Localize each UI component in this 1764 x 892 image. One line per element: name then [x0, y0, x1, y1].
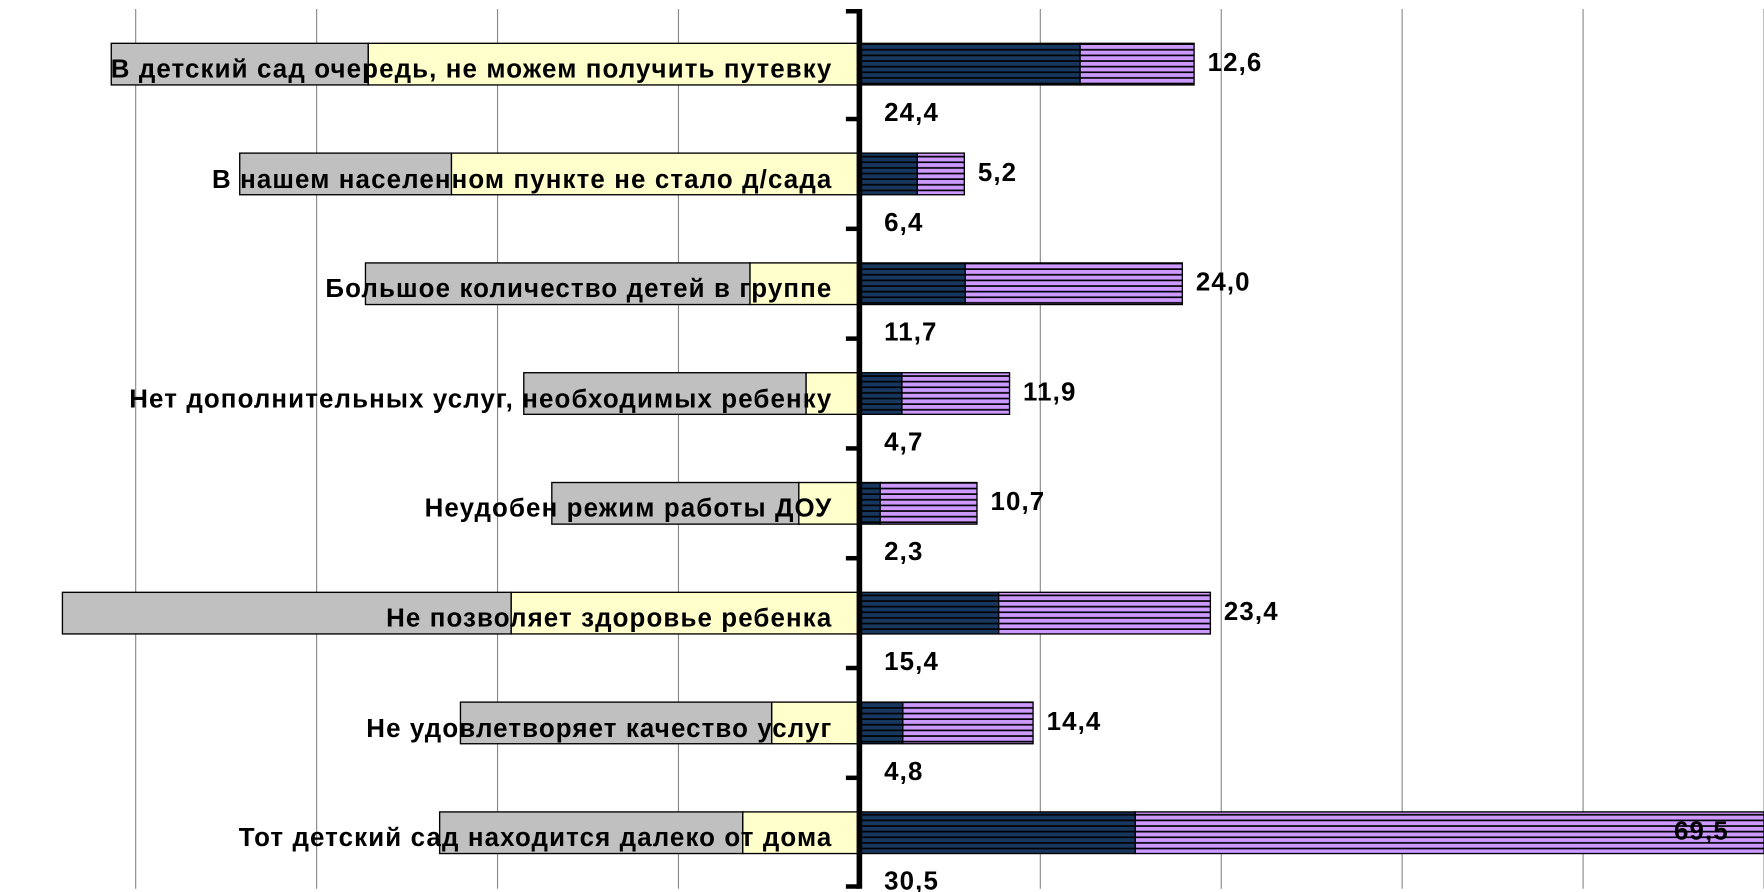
bar-segment — [798, 481, 861, 525]
value-label: 4,8 — [884, 758, 923, 786]
value-label: 14,4 — [1047, 708, 1102, 736]
value-label: 2,3 — [884, 538, 923, 566]
bar-segment — [770, 701, 861, 745]
bar-segment — [742, 811, 861, 855]
value-label: 69,5 — [1674, 818, 1729, 846]
bar-segment — [805, 372, 861, 416]
bar-segment — [551, 481, 800, 525]
bar-segment — [858, 701, 904, 745]
bar-segment — [858, 591, 1000, 635]
bar-segment — [858, 42, 1081, 86]
bar-segment — [510, 591, 861, 635]
value-label: 11,7 — [884, 319, 937, 347]
bar-segment — [916, 152, 965, 196]
bar-segment — [998, 591, 1212, 635]
category-label: В нашем населенном пункте не стало д/сад… — [211, 163, 833, 194]
bar-segment — [1134, 811, 1764, 855]
bar-segment — [858, 372, 903, 416]
bar-segment — [523, 372, 807, 416]
bar-segment — [901, 372, 1011, 416]
bar-segment — [364, 262, 751, 306]
category-label: В детский сад очередь, не можем получить… — [110, 54, 833, 84]
bar-segment — [61, 591, 512, 635]
bar-segment — [858, 811, 1136, 855]
value-label: 15,4 — [884, 648, 939, 676]
value-label: 4,7 — [884, 428, 923, 456]
value-label: 10,7 — [990, 488, 1045, 516]
value-label: 12,6 — [1208, 49, 1263, 77]
bar-segment — [438, 811, 744, 855]
category-label: Не удовлетворяет качество услуг — [366, 712, 833, 743]
value-label: 11,9 — [1023, 378, 1076, 406]
value-label: 23,4 — [1224, 598, 1279, 626]
bar-segment — [858, 152, 918, 196]
value-label: 24,4 — [884, 99, 939, 127]
value-label: 30,5 — [884, 868, 939, 892]
bar-segment — [858, 481, 881, 525]
bar-segment — [1079, 42, 1195, 86]
category-label: Неудобен режим работы ДОУ — [424, 493, 833, 523]
value-label: 5,2 — [978, 159, 1017, 187]
category-label: Нет дополнительных услуг, необходимых ре… — [129, 383, 833, 413]
category-label: Не позволяет здоровье ребенка — [386, 603, 833, 633]
bar-segment — [459, 701, 773, 745]
bar-segment — [879, 481, 978, 525]
bar-segment — [964, 262, 1184, 306]
value-label: 24,0 — [1196, 269, 1251, 297]
bar-segment — [749, 262, 861, 306]
bar-segment — [902, 701, 1034, 745]
bar-segment — [239, 152, 453, 196]
category-label: Большое количество детей в группе — [325, 273, 833, 303]
bar-segment — [110, 42, 369, 86]
value-label: 6,4 — [884, 209, 923, 237]
bar-segment — [858, 262, 966, 306]
category-label: Тот детский сад находится далеко от дома — [238, 822, 833, 852]
